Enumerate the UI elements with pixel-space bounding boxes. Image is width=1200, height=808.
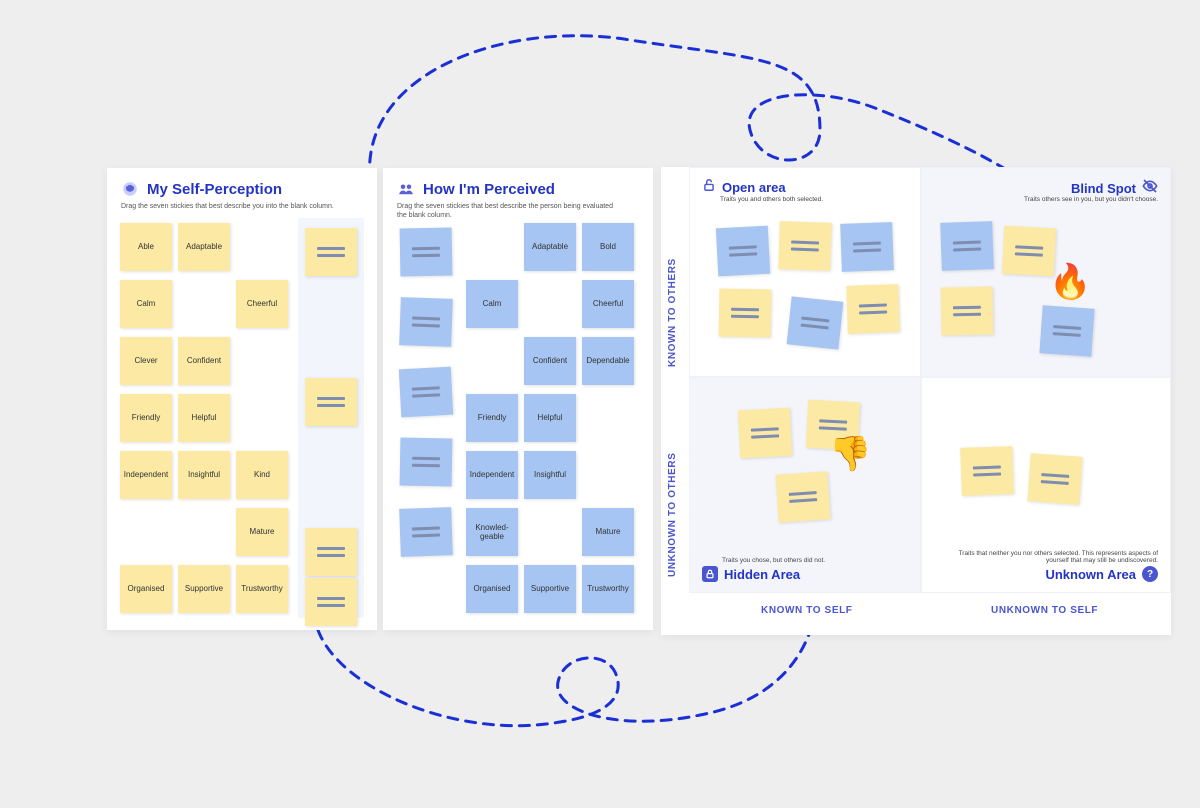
sticky-note[interactable] bbox=[399, 507, 453, 557]
question-icon: ? bbox=[1142, 566, 1158, 582]
sticky-note[interactable] bbox=[716, 226, 770, 277]
sticky-note[interactable]: Mature bbox=[236, 508, 288, 556]
sticky-note[interactable] bbox=[305, 378, 357, 426]
sticky-note[interactable]: Organi­sed bbox=[120, 565, 172, 613]
panel-self-title: My Self-Perception bbox=[147, 181, 282, 198]
sticky-note[interactable]: Confi­dent bbox=[178, 337, 230, 385]
hidden-emoji: 👎 bbox=[829, 437, 871, 471]
sticky-note[interactable]: Bold bbox=[582, 223, 634, 271]
quad-blind-title: Blind Spot bbox=[1071, 181, 1136, 196]
sticky-note[interactable]: Clever bbox=[120, 337, 172, 385]
sticky-note[interactable] bbox=[846, 284, 900, 334]
quad-hidden-sub: Traits you chose, but others did not. bbox=[722, 557, 825, 564]
brain-icon bbox=[121, 180, 139, 198]
sticky-note[interactable]: Supporti­ve bbox=[524, 565, 576, 613]
sticky-note[interactable]: Friendly bbox=[466, 394, 518, 442]
sticky-note[interactable] bbox=[1039, 305, 1094, 357]
sticky-note[interactable]: Helpful bbox=[524, 394, 576, 442]
sticky-note[interactable]: Indepen­dent bbox=[120, 451, 172, 499]
canvas: My Self-Perception Drag the seven sticki… bbox=[0, 0, 1200, 808]
sticky-note[interactable]: Supporti­ve bbox=[178, 565, 230, 613]
sticky-note[interactable]: Kind bbox=[236, 451, 288, 499]
sticky-note[interactable]: Organi­sed bbox=[466, 565, 518, 613]
quad-blind-sub: Traits others see in you, but you didn't… bbox=[1024, 196, 1158, 203]
panel-self-header: My Self-Perception Drag the seven sticki… bbox=[107, 168, 377, 217]
sticky-note[interactable] bbox=[778, 221, 832, 271]
sticky-note[interactable] bbox=[1027, 453, 1082, 505]
sticky-note[interactable] bbox=[960, 446, 1014, 496]
sticky-note[interactable]: Confi­dent bbox=[524, 337, 576, 385]
sticky-note[interactable] bbox=[399, 297, 453, 347]
sticky-note[interactable] bbox=[305, 228, 357, 276]
sticky-note[interactable]: Helpful bbox=[178, 394, 230, 442]
unlock-icon bbox=[702, 178, 716, 197]
sticky-note[interactable] bbox=[738, 408, 792, 459]
panel-perceived-header: How I'm Perceived Drag the seven stickie… bbox=[383, 168, 653, 226]
sticky-note[interactable]: Adapta­ble bbox=[178, 223, 230, 271]
sticky-note[interactable] bbox=[400, 228, 453, 277]
sticky-note[interactable]: Trust­worthy bbox=[582, 565, 634, 613]
quad-open-sub: Traits you and others both selected. bbox=[720, 196, 823, 203]
quad-unknown-title: Unknown Area bbox=[1045, 567, 1136, 582]
lock-icon bbox=[702, 566, 718, 582]
sticky-note[interactable]: Calm bbox=[466, 280, 518, 328]
sticky-note[interactable]: Able bbox=[120, 223, 172, 271]
sticky-note[interactable] bbox=[787, 296, 844, 349]
panel-perceived-sub: Drag the seven stickies that best descri… bbox=[397, 202, 615, 220]
sticky-note[interactable] bbox=[719, 289, 772, 338]
sticky-note[interactable]: Cheerful bbox=[236, 280, 288, 328]
sticky-note[interactable]: Insightful bbox=[178, 451, 230, 499]
panel-perceived-title: How I'm Perceived bbox=[423, 181, 555, 198]
sticky-note[interactable]: Friendly bbox=[120, 394, 172, 442]
sticky-note[interactable] bbox=[840, 222, 894, 272]
panel-self-sub: Drag the seven stickies that best descri… bbox=[121, 202, 339, 211]
quad-open-title: Open area bbox=[722, 180, 786, 195]
sticky-note[interactable]: Trust­worthy bbox=[236, 565, 288, 613]
sticky-note[interactable]: Knowled­geable bbox=[466, 508, 518, 556]
sticky-note[interactable]: Mature bbox=[582, 508, 634, 556]
sticky-note[interactable] bbox=[305, 578, 357, 626]
sticky-note[interactable] bbox=[941, 287, 994, 336]
axis-unknown-self: UNKNOWN TO SELF bbox=[991, 605, 1098, 616]
blind-emoji: 🔥 bbox=[1049, 265, 1091, 299]
quad-unknown-sub: Traits that neither you nor others selec… bbox=[958, 550, 1158, 564]
people-icon bbox=[397, 180, 415, 198]
axis-known-others: KNOWN TO OTHERS bbox=[667, 217, 678, 367]
axis-known-self: KNOWN TO SELF bbox=[761, 605, 853, 616]
quad-hidden-title: Hidden Area bbox=[724, 567, 800, 582]
sticky-note[interactable]: Calm bbox=[120, 280, 172, 328]
axis-unknown-others: UNKNOWN TO OTHERS bbox=[667, 407, 678, 577]
sticky-note[interactable] bbox=[400, 438, 453, 487]
sticky-note[interactable]: Insightful bbox=[524, 451, 576, 499]
sticky-note[interactable]: Indepen­dent bbox=[466, 451, 518, 499]
sticky-note[interactable] bbox=[775, 471, 830, 523]
sticky-note[interactable]: Cheerful bbox=[582, 280, 634, 328]
sticky-note[interactable]: Depen­dable bbox=[582, 337, 634, 385]
sticky-note[interactable] bbox=[940, 221, 994, 271]
sticky-note[interactable] bbox=[305, 528, 357, 576]
sticky-note[interactable]: Adapta­ble bbox=[524, 223, 576, 271]
sticky-note[interactable] bbox=[399, 367, 453, 418]
